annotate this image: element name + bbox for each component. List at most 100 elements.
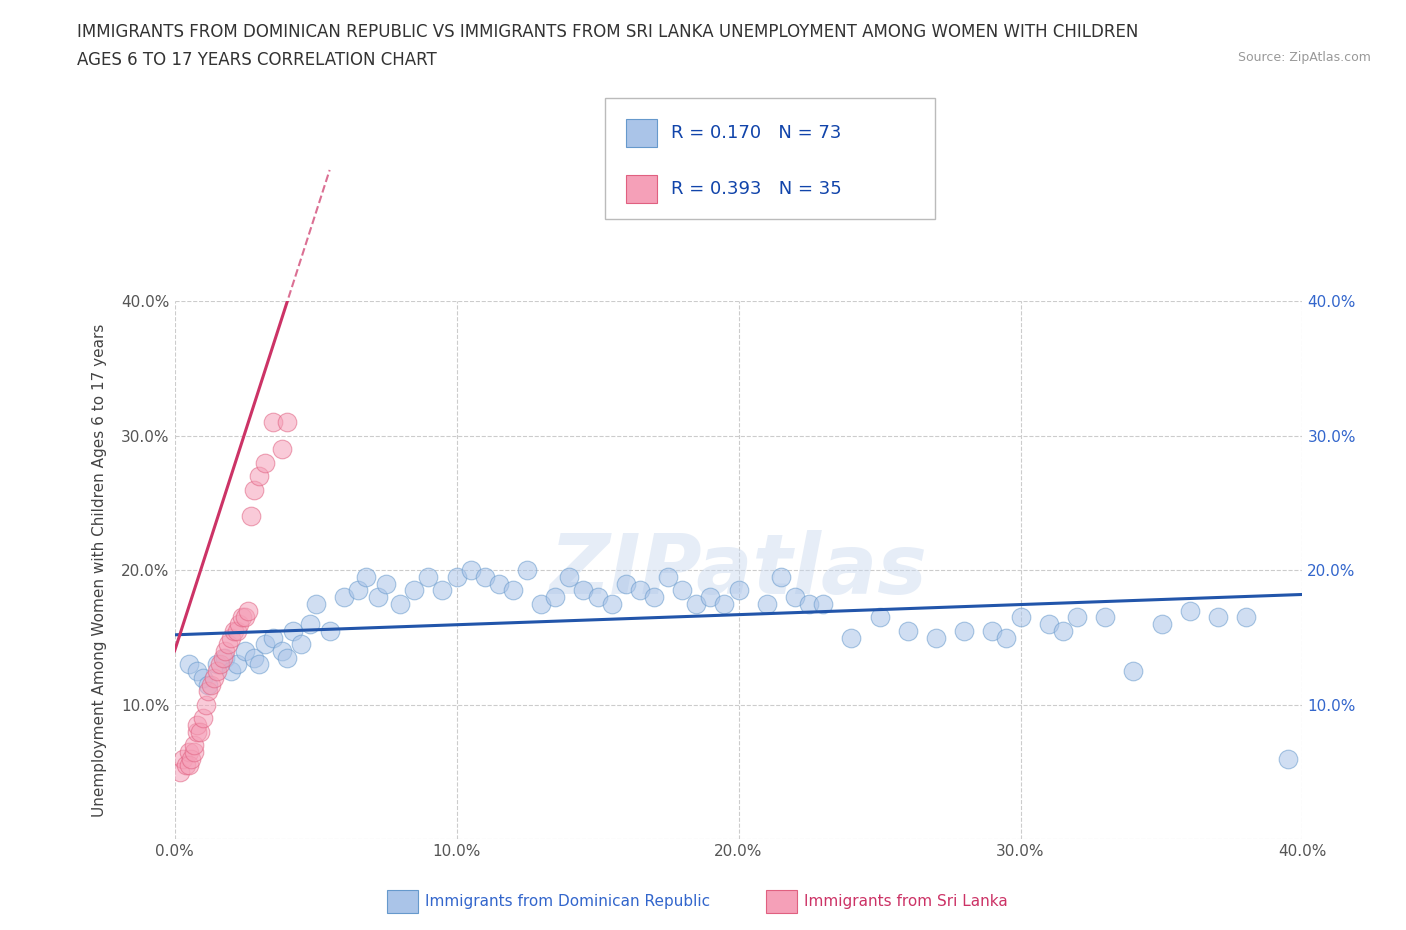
Text: Immigrants from Dominican Republic: Immigrants from Dominican Republic	[425, 894, 710, 909]
Point	[276, 415, 298, 430]
Point	[347, 583, 370, 598]
Point	[685, 596, 707, 611]
Point	[572, 583, 595, 598]
Point	[304, 596, 326, 611]
Point	[177, 758, 200, 773]
Point	[202, 671, 225, 685]
Point	[183, 744, 205, 759]
Point	[194, 698, 217, 712]
Point	[236, 604, 259, 618]
Point	[995, 631, 1018, 645]
Point	[446, 569, 468, 584]
Point	[191, 711, 214, 725]
Point	[783, 590, 806, 604]
Point	[1052, 623, 1074, 638]
Point	[643, 590, 665, 604]
Point	[755, 596, 778, 611]
Point	[219, 631, 242, 645]
Text: AGES 6 TO 17 YEARS CORRELATION CHART: AGES 6 TO 17 YEARS CORRELATION CHART	[77, 51, 437, 69]
Point	[290, 637, 312, 652]
Text: R = 0.170   N = 73: R = 0.170 N = 73	[671, 124, 841, 142]
Point	[225, 623, 247, 638]
Point	[177, 657, 200, 671]
Point	[186, 718, 208, 733]
Point	[214, 650, 236, 665]
Point	[247, 657, 270, 671]
Point	[432, 583, 454, 598]
Point	[657, 569, 679, 584]
Point	[183, 737, 205, 752]
Point	[797, 596, 820, 611]
Point	[418, 569, 440, 584]
Point	[298, 617, 321, 631]
Point	[1234, 610, 1257, 625]
Point	[174, 758, 197, 773]
Point	[614, 577, 637, 591]
Point	[222, 623, 245, 638]
Point	[530, 596, 553, 611]
Point	[1066, 610, 1088, 625]
Point	[262, 631, 284, 645]
Point	[769, 569, 792, 584]
Point	[953, 623, 976, 638]
Point	[188, 724, 211, 739]
Point	[1178, 604, 1201, 618]
Point	[276, 650, 298, 665]
Point	[488, 577, 510, 591]
Point	[233, 644, 256, 658]
Text: R = 0.393   N = 35: R = 0.393 N = 35	[671, 179, 841, 198]
Point	[177, 744, 200, 759]
Point	[211, 650, 233, 665]
Point	[897, 623, 920, 638]
Point	[219, 664, 242, 679]
Point	[811, 596, 834, 611]
Point	[332, 590, 354, 604]
Point	[172, 751, 194, 766]
Point	[217, 637, 239, 652]
Text: Source: ZipAtlas.com: Source: ZipAtlas.com	[1237, 51, 1371, 64]
Point	[558, 569, 581, 584]
Point	[699, 590, 721, 604]
Point	[205, 657, 228, 671]
Point	[169, 764, 191, 779]
Point	[671, 583, 693, 598]
Point	[389, 596, 412, 611]
Point	[186, 664, 208, 679]
Point	[727, 583, 749, 598]
Point	[981, 623, 1004, 638]
Point	[239, 509, 262, 524]
Point	[253, 455, 276, 470]
Point	[1010, 610, 1032, 625]
Text: IMMIGRANTS FROM DOMINICAN REPUBLIC VS IMMIGRANTS FROM SRI LANKA UNEMPLOYMENT AMO: IMMIGRANTS FROM DOMINICAN REPUBLIC VS IM…	[77, 23, 1139, 41]
Point	[270, 442, 292, 457]
Point	[839, 631, 862, 645]
Point	[233, 610, 256, 625]
Point	[713, 596, 735, 611]
Point	[1122, 664, 1144, 679]
Point	[1277, 751, 1299, 766]
Point	[925, 631, 948, 645]
Y-axis label: Unemployment Among Women with Children Ages 6 to 17 years: Unemployment Among Women with Children A…	[93, 324, 107, 817]
Point	[404, 583, 426, 598]
Point	[1094, 610, 1116, 625]
Point	[600, 596, 623, 611]
Point	[544, 590, 567, 604]
Point	[281, 623, 304, 638]
Point	[214, 644, 236, 658]
Point	[270, 644, 292, 658]
Point	[186, 724, 208, 739]
Point	[225, 657, 247, 671]
Point	[247, 469, 270, 484]
Point	[1150, 617, 1173, 631]
Text: Immigrants from Sri Lanka: Immigrants from Sri Lanka	[804, 894, 1008, 909]
Point	[197, 677, 219, 692]
Point	[191, 671, 214, 685]
Point	[356, 569, 378, 584]
Point	[318, 623, 340, 638]
Point	[375, 577, 398, 591]
Point	[200, 677, 222, 692]
Point	[205, 664, 228, 679]
Point	[208, 657, 231, 671]
Point	[228, 617, 250, 631]
Point	[474, 569, 496, 584]
